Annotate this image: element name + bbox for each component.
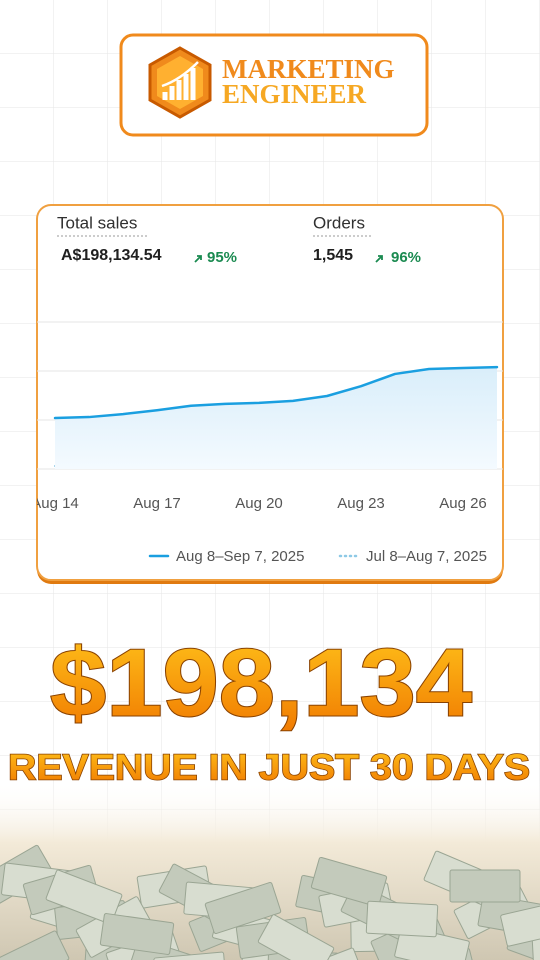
bill [153, 951, 227, 960]
metric-value: A$198,134.54 [61, 247, 162, 264]
logo-arrow [161, 61, 199, 88]
bills [0, 844, 540, 960]
logo-bars [162, 68, 196, 100]
bill [257, 914, 335, 960]
logo-line2: ENGINEER [222, 79, 367, 109]
x-tick-label: Aug 17 [133, 495, 181, 512]
bill [531, 934, 540, 960]
up-arrow [194, 255, 202, 263]
x-tick-label: Aug 20 [235, 495, 283, 512]
headline: $198,134 [50, 629, 472, 736]
card [36, 204, 504, 581]
bill [365, 900, 439, 938]
metric-change: 95% [207, 249, 237, 266]
x-tick-label: Aug 14 [31, 495, 79, 512]
metric-change: 96% [391, 249, 421, 266]
bill [310, 856, 388, 908]
up-arrow [375, 255, 383, 263]
series-area [55, 367, 497, 469]
legend-label: Aug 8–Sep 7, 2025 [176, 548, 304, 565]
legend-label: Jul 8–Aug 7, 2025 [366, 548, 487, 565]
x-tick-label: Aug 23 [337, 495, 385, 512]
metric-label: Orders [313, 213, 365, 232]
bill [0, 930, 70, 960]
bill [204, 881, 282, 935]
series-line [53, 365, 499, 420]
bill [45, 869, 123, 925]
bill [99, 913, 175, 955]
subheadline: REVENUE IN JUST 30 DAYS [8, 747, 530, 788]
metric-label: Total sales [57, 213, 137, 232]
metric-value: 1,545 [313, 247, 353, 264]
bill [449, 869, 521, 903]
bill [500, 899, 540, 947]
chart: Aug 14 Aug 17 Aug 20 Aug 23 Aug 26 Aug 8–Sep … [31, 321, 503, 565]
logo-line1: MARKETING [222, 54, 395, 84]
x-tick-label: Aug 26 [439, 495, 487, 512]
